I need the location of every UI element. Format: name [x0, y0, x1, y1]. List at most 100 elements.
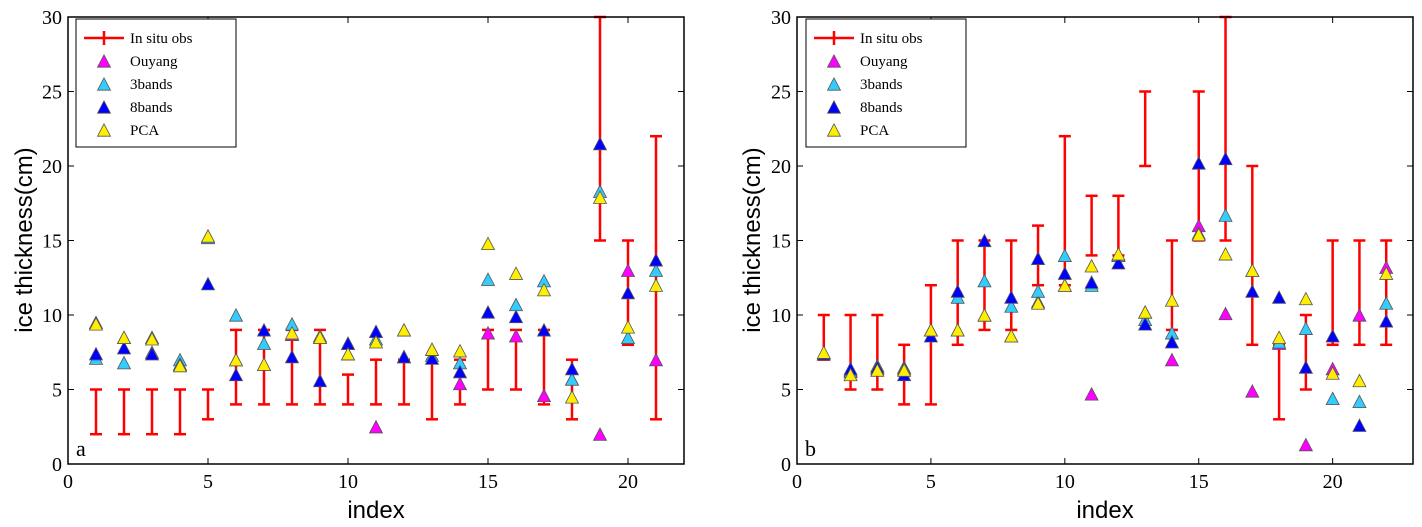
point-bands8 [1271, 290, 1287, 304]
legend-label-ouyang: Ouyang [130, 54, 178, 70]
point-pca [88, 316, 104, 331]
obs-errorbar [286, 328, 298, 406]
point-pca [592, 190, 608, 204]
y-tick-label: 5 [781, 380, 791, 402]
y-tick-label: 25 [771, 82, 791, 104]
obs-errorbar [1005, 239, 1018, 332]
legend-label-ouyang: Ouyang [860, 54, 908, 70]
point-ouyang [592, 427, 608, 441]
x-tick-label: 20 [1323, 471, 1343, 493]
y-axis-label-b: ice thickness(cm) [739, 147, 766, 332]
point-bands8 [200, 276, 216, 291]
point-bands8 [1084, 275, 1099, 289]
legend-label-obs: In situ obs [860, 31, 923, 47]
point-bands8 [1245, 284, 1260, 298]
point-bands3 [648, 263, 664, 277]
point-ouyang [620, 263, 636, 277]
point-pca [424, 342, 440, 356]
point-pca [368, 334, 384, 349]
point-bands8 [480, 304, 496, 319]
point-bands8 [564, 361, 580, 376]
y-tick-label: 25 [42, 82, 62, 104]
point-bands8 [508, 309, 524, 324]
chart-panel-b: 0 5 10 15 20 0 5 10 15 20 25 30 index ice thickness… [739, 7, 1414, 524]
point-pca [256, 357, 272, 371]
point-pca [1030, 296, 1046, 310]
x-tick-label: 0 [63, 471, 73, 493]
legend-entry-bands8: 8bands [96, 99, 173, 116]
point-bands8 [424, 351, 440, 365]
point-bands8 [1164, 334, 1180, 349]
point-pca [480, 236, 496, 251]
point-pca [870, 363, 885, 377]
y-tick-label: 0 [52, 454, 62, 476]
point-pca [144, 331, 160, 346]
chart-panel-a: 0 5 10 15 20 0 5 10 15 20 25 30 index ice thickness… [11, 7, 685, 524]
obs-errorbar [1139, 90, 1152, 168]
point-ouyang [508, 328, 524, 343]
legend-entry-bands8: 8bands [826, 99, 903, 116]
obs-errorbar [1112, 194, 1125, 257]
point-bands3 [228, 307, 244, 322]
legend-marker-bands3 [826, 76, 842, 91]
y-tick-label: 20 [771, 156, 791, 178]
point-ouyang [368, 419, 384, 434]
point-bands8 [1111, 255, 1126, 270]
obs-errorbar [370, 358, 382, 406]
obs-errorbar [594, 15, 606, 242]
obs-errorbar [1058, 134, 1071, 287]
y-tick-label: 5 [52, 380, 62, 402]
point-bands8 [1138, 316, 1153, 331]
axis-ticks-b: 0 5 10 15 20 0 5 10 15 20 25 30 [771, 7, 1413, 493]
obs-errorbar [118, 388, 130, 436]
point-bands8 [1298, 360, 1314, 374]
point-bands3 [256, 336, 272, 350]
point-ouyang [1164, 352, 1180, 367]
y-tick-label: 10 [771, 305, 791, 327]
legend-entry-ouyang: Ouyang [96, 53, 178, 70]
legend-marker-ouyang [96, 53, 112, 68]
point-bands3 [1030, 284, 1046, 298]
point-pca [284, 325, 300, 340]
legend-marker-pca [826, 122, 842, 137]
series-pca [816, 227, 1394, 388]
legend-label-pca: PCA [130, 123, 159, 139]
x-tick-label: 15 [478, 471, 498, 493]
plot-area-b [816, 15, 1394, 452]
point-pca [950, 322, 965, 337]
legend-label-obs: In situ obs [130, 31, 193, 47]
y-tick-label: 30 [771, 7, 791, 29]
legend-a: In situ obs Ouyang 3bands 8bands PCA [75, 18, 237, 148]
point-bands8 [144, 346, 160, 361]
point-bands8 [256, 322, 272, 337]
point-bands8 [950, 284, 965, 298]
point-bands8 [620, 285, 636, 300]
point-bands3 [564, 372, 580, 386]
point-pca [340, 346, 356, 361]
legend-label-pca: PCA [860, 123, 889, 139]
point-pca [648, 278, 664, 292]
point-bands8 [284, 349, 300, 364]
legend-entry-obs: In situ obs [84, 31, 193, 47]
y-axis-label-a: ice thickness(cm) [11, 147, 38, 332]
legend-entry-pca: PCA [96, 122, 159, 139]
legend-marker-ouyang [826, 53, 842, 68]
point-bands8 [228, 367, 244, 382]
obs-errorbar [924, 283, 937, 406]
legend-label-bands3: 3bands [130, 77, 173, 93]
point-bands8 [1352, 418, 1367, 432]
point-pca [1057, 278, 1072, 292]
point-bands8 [1030, 251, 1046, 265]
series-bands3 [88, 184, 664, 386]
point-bands8 [1191, 155, 1206, 170]
legend-marker-bands8 [96, 99, 112, 114]
point-pca [1325, 366, 1340, 380]
point-pca [536, 282, 552, 297]
obs-errorbar [1326, 239, 1339, 347]
point-ouyang [1298, 437, 1314, 452]
point-bands8 [312, 373, 328, 388]
point-pca [200, 228, 216, 243]
legend-b: In situ obs Ouyang 3bands 8bands PCA [805, 18, 967, 148]
point-pca [116, 330, 132, 344]
point-bands3 [116, 355, 132, 370]
